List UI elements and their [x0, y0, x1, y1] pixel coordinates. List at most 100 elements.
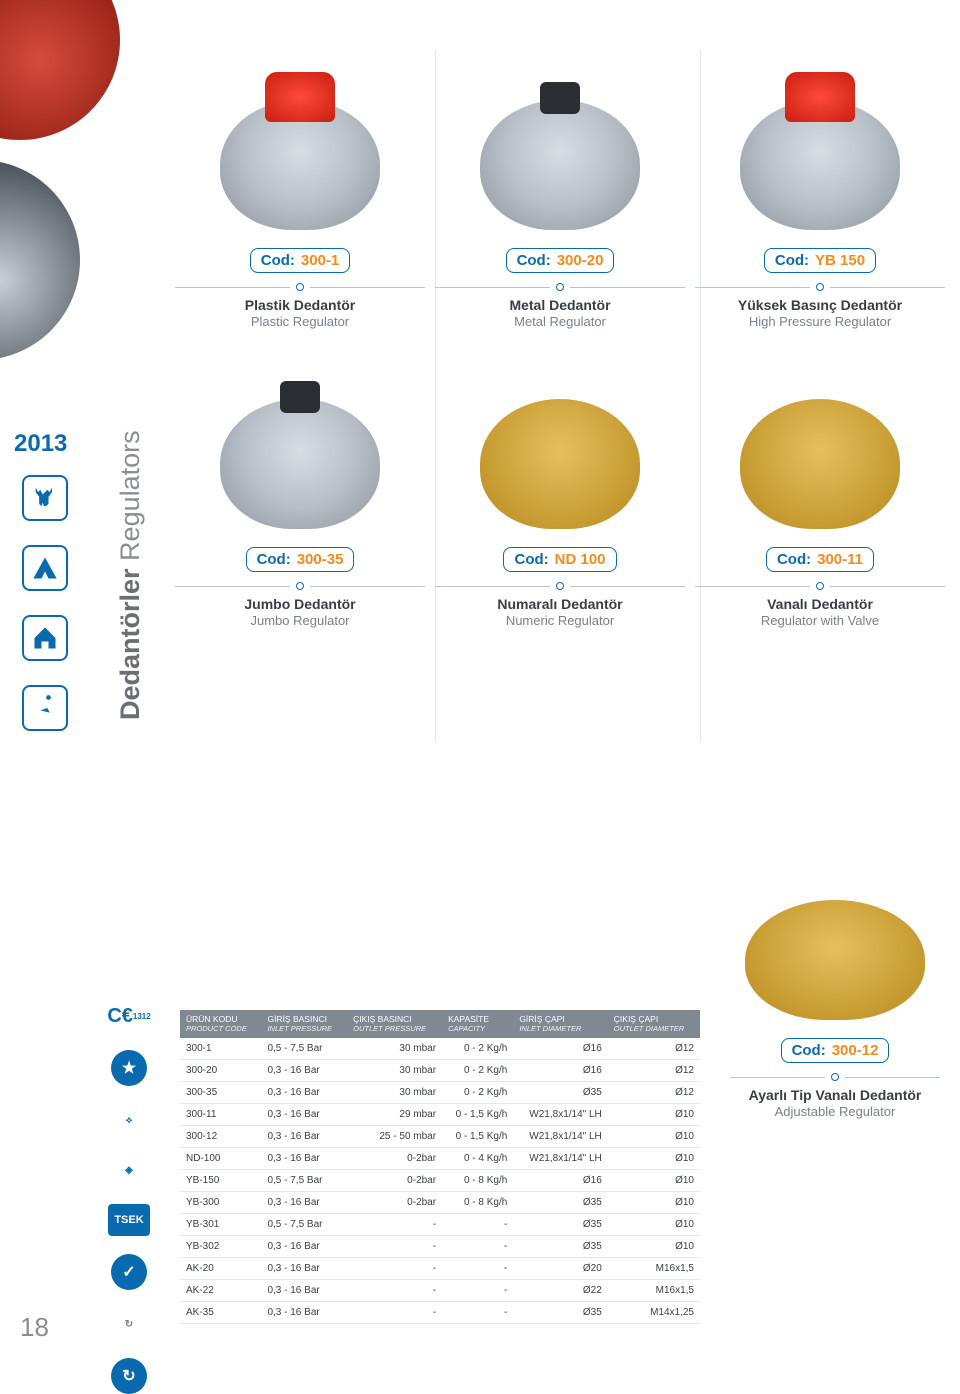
table-cell: W21,8x1/14" LH: [513, 1104, 607, 1126]
table-cell: 29 mbar: [347, 1104, 442, 1126]
tsek-badge: TSEK: [108, 1204, 150, 1236]
table-cell: YB-300: [180, 1192, 261, 1214]
section-title-en: Regulators: [115, 430, 145, 561]
spec-table: ÜRÜN KODUPRODUCT CODEGİRİŞ BASINCIINLET …: [180, 1010, 700, 1324]
main-content: Dedantörler Regulators Cod: 300-1 Plasti…: [160, 0, 960, 1361]
table-cell: 0,5 - 7,5 Bar: [261, 1038, 347, 1060]
page-number: 18: [20, 1312, 49, 1343]
table-row: 300-110,3 - 16 Bar29 mbar0 - 1,5 Kg/hW21…: [180, 1104, 700, 1126]
table-cell: W21,8x1/14" LH: [513, 1126, 607, 1148]
section-title: Dedantörler Regulators: [115, 430, 146, 720]
product-name-en: Regulator with Valve: [695, 613, 945, 628]
table-cell: ND-100: [180, 1148, 261, 1170]
table-row: YB-3020,3 - 16 Bar--Ø35Ø10: [180, 1236, 700, 1258]
cod-value: 300-1: [301, 252, 339, 269]
cod-label: Cod:: [792, 1042, 826, 1059]
table-cell: 0,3 - 16 Bar: [261, 1236, 347, 1258]
product-card-4: Cod: 300-35 Jumbo Dedantör Jumbo Regulat…: [175, 399, 425, 628]
table-cell: Ø35: [513, 1192, 607, 1214]
table-cell: Ø16: [513, 1060, 607, 1082]
table-row: 300-350,3 - 16 Bar30 mbar0 - 2 Kg/hØ35Ø1…: [180, 1082, 700, 1104]
product-name-tr: Numaralı Dedantör: [435, 596, 685, 612]
table-row: 300-200,3 - 16 Bar30 mbar0 - 2 Kg/hØ16Ø1…: [180, 1060, 700, 1082]
table-cell: Ø10: [608, 1148, 700, 1170]
table-cell: 30 mbar: [347, 1060, 442, 1082]
certification-column: C€1312 ★ ⟡ ◈ TSEK ✓ ↻ ↻: [105, 1000, 153, 1394]
cod-label: Cod:: [514, 551, 548, 568]
cert-badge-8: ↻: [111, 1358, 147, 1394]
cod-value: YB 150: [815, 252, 865, 269]
table-cell: 0-2bar: [347, 1192, 442, 1214]
table-cell: 0,3 - 16 Bar: [261, 1258, 347, 1280]
table-row: AK-200,3 - 16 Bar--Ø20M16x1,5: [180, 1258, 700, 1280]
table-cell: 0 - 8 Kg/h: [442, 1170, 513, 1192]
dot-line: [175, 283, 425, 291]
table-cell: Ø10: [608, 1192, 700, 1214]
table-cell: 300-35: [180, 1082, 261, 1104]
table-cell: -: [442, 1214, 513, 1236]
table-cell: 300-12: [180, 1126, 261, 1148]
cod-value: 300-35: [297, 551, 344, 568]
deer-icon: [22, 475, 68, 521]
product-name-tr: Ayarlı Tip Vanalı Dedantör: [730, 1087, 940, 1103]
table-header-2: ÇIKIŞ BASINCIOUTLET PRESSURE: [347, 1010, 442, 1038]
dot-line: [695, 283, 945, 291]
table-cell: 300-11: [180, 1104, 261, 1126]
table-cell: Ø35: [513, 1082, 607, 1104]
product-name-tr: Plastik Dedantör: [175, 297, 425, 313]
product-image-2: [480, 100, 640, 230]
product-name-tr: Vanalı Dedantör: [695, 596, 945, 612]
table-cell: Ø22: [513, 1280, 607, 1302]
tent-icon: [22, 545, 68, 591]
product-image-7: [745, 900, 925, 1020]
product-name-en: High Pressure Regulator: [695, 314, 945, 329]
table-cell: Ø16: [513, 1038, 607, 1060]
table-header-5: ÇIKIŞ ÇAPIOUTLET DIAMETER: [608, 1010, 700, 1038]
cod-badge-5: Cod: ND 100: [503, 547, 616, 572]
table-cell: Ø35: [513, 1214, 607, 1236]
table-header-4: GİRİŞ ÇAPIINLET DIAMETER: [513, 1010, 607, 1038]
product-card-3: Cod: YB 150 Yüksek Basınç Dedantör High …: [695, 100, 945, 329]
dot-line: [730, 1073, 940, 1081]
table-cell: 0 - 2 Kg/h: [442, 1060, 513, 1082]
table-cell: -: [442, 1236, 513, 1258]
table-cell: 0 - 1,5 Kg/h: [442, 1126, 513, 1148]
cert-badge-4: ◈: [108, 1154, 150, 1186]
table-cell: Ø10: [608, 1214, 700, 1236]
cabin-icon: [22, 615, 68, 661]
ski-icon: [22, 685, 68, 731]
product-row-2: Cod: 300-35 Jumbo Dedantör Jumbo Regulat…: [160, 399, 960, 628]
table-header-1: GİRİŞ BASINCIINLET PRESSURE: [261, 1010, 347, 1038]
table-cell: 0,3 - 16 Bar: [261, 1192, 347, 1214]
table-cell: 0,3 - 16 Bar: [261, 1104, 347, 1126]
table-cell: M16x1,5: [608, 1280, 700, 1302]
table-cell: Ø10: [608, 1104, 700, 1126]
table-cell: Ø35: [513, 1302, 607, 1324]
table-cell: YB-150: [180, 1170, 261, 1192]
product-card-6: Cod: 300-11 Vanalı Dedantör Regulator wi…: [695, 399, 945, 628]
product-card-2: Cod: 300-20 Metal Dedantör Metal Regulat…: [435, 100, 685, 329]
cod-badge-4: Cod: 300-35: [246, 547, 355, 572]
table-row: YB-3010,5 - 7,5 Bar--Ø35Ø10: [180, 1214, 700, 1236]
cod-label: Cod:: [777, 551, 811, 568]
table-cell: Ø12: [608, 1060, 700, 1082]
product-image-3: [740, 100, 900, 230]
section-title-tr: Dedantörler: [115, 568, 145, 720]
table-cell: YB-302: [180, 1236, 261, 1258]
table-row: 300-120,3 - 16 Bar25 - 50 mbar0 - 1,5 Kg…: [180, 1126, 700, 1148]
table-cell: 0,3 - 16 Bar: [261, 1082, 347, 1104]
product-name-en: Numeric Regulator: [435, 613, 685, 628]
cod-badge-3: Cod: YB 150: [764, 248, 876, 273]
dot-line: [435, 582, 685, 590]
cod-label: Cod:: [775, 252, 809, 269]
table-row: YB-3000,3 - 16 Bar0-2bar0 - 8 Kg/hØ35Ø10: [180, 1192, 700, 1214]
product-image-5: [480, 399, 640, 529]
table-cell: 0 - 2 Kg/h: [442, 1038, 513, 1060]
table-header-3: KAPASİTECAPACITY: [442, 1010, 513, 1038]
cert-badge-3: ⟡: [108, 1104, 150, 1136]
table-cell: 30 mbar: [347, 1038, 442, 1060]
cod-badge-6: Cod: 300-11: [766, 547, 874, 572]
table-cell: Ø35: [513, 1236, 607, 1258]
cod-value: 300-11: [817, 551, 863, 568]
cod-label: Cod:: [517, 252, 551, 269]
